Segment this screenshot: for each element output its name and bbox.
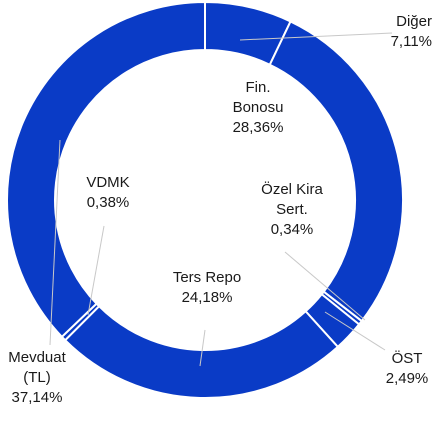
value-label: 37,14% xyxy=(11,389,63,406)
category-label: Ters Repo xyxy=(172,269,242,286)
leader-line xyxy=(239,32,393,41)
slice-label: Özel Kira Sert. 0,34% xyxy=(261,180,323,240)
value-label: 28,36% xyxy=(232,119,284,136)
donut-slice xyxy=(6,0,206,339)
category-label: Diğer xyxy=(396,13,432,30)
slice-label: Ters Repo 24,18% xyxy=(173,268,241,308)
slice-label: Diğer 7,11% xyxy=(391,12,432,52)
value-label: 24,18% xyxy=(181,289,233,306)
leader-line xyxy=(87,225,105,316)
category-label: ÖST xyxy=(391,350,423,367)
category-label: Özel Kira Sert. xyxy=(261,181,323,218)
slice-label: VDMK 0,38% xyxy=(86,173,129,213)
leader-line xyxy=(199,329,206,367)
slice-label: Fin. Bonosu 28,36% xyxy=(233,78,284,138)
slice-label: Mevduat (TL) 37,14% xyxy=(8,348,66,408)
value-label: 0,38% xyxy=(86,194,130,211)
donut-slice xyxy=(268,20,404,323)
category-label: Mevduat (TL) xyxy=(8,349,66,386)
value-label: 7,11% xyxy=(390,33,432,50)
value-label: 0,34% xyxy=(270,221,314,238)
value-label: 2,49% xyxy=(385,370,429,387)
leader-line xyxy=(284,251,366,321)
leader-line xyxy=(324,311,386,351)
slice-label: ÖST 2,49% xyxy=(386,349,429,389)
category-label: VDMK xyxy=(86,174,130,191)
category-label: Fin. Bonosu xyxy=(232,79,284,116)
leader-line xyxy=(49,139,61,346)
